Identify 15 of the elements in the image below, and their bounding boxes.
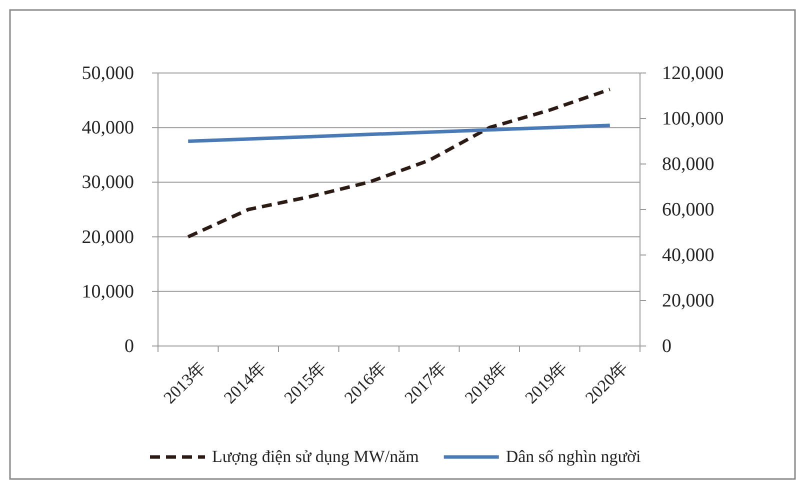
y-tick-label: 10,000 (82, 281, 134, 302)
y-tick-label: 20,000 (82, 226, 134, 248)
y2-tick-label: 20,000 (662, 290, 714, 312)
y2-tick-label: 120,000 (662, 63, 724, 84)
y2-tick-label: 40,000 (662, 245, 714, 266)
y-tick-label: 50,000 (82, 63, 134, 84)
y2-tick-label: 80,000 (662, 154, 714, 175)
legend-label: Dân số nghìn người (506, 447, 641, 466)
y2-tick-label: 60,000 (662, 200, 714, 220)
legend-label: Lượng điện sử dụng MW/năm (212, 447, 419, 466)
y-tick-label: 30,000 (82, 172, 134, 194)
y-tick-label: 0 (124, 336, 134, 357)
y-tick-label: 40,000 (82, 118, 134, 139)
y2-tick-label: 0 (662, 336, 672, 357)
y2-tick-label: 100,000 (662, 108, 724, 130)
